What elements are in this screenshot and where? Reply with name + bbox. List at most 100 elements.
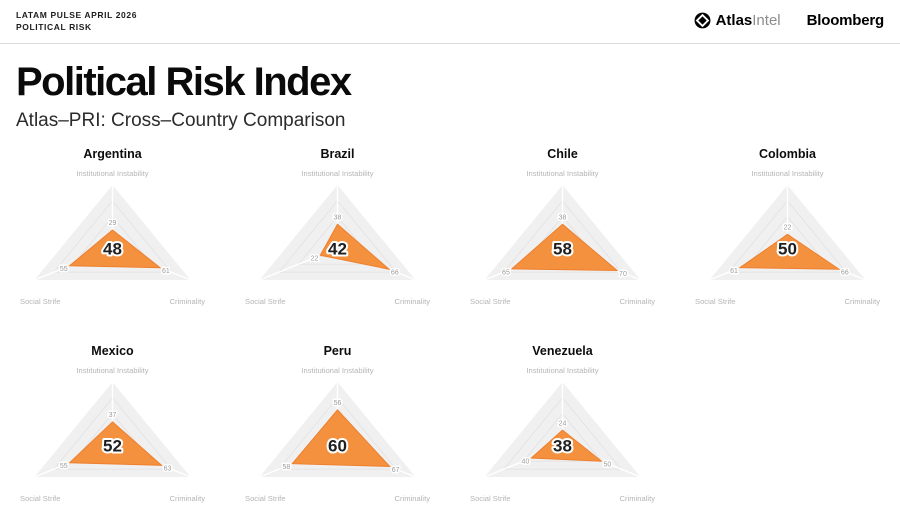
axis-value: 55 [60, 266, 68, 273]
masthead: LATAM PULSE APRIL 2026 POLITICAL RISK At… [0, 0, 900, 44]
page-subtitle: Atlas–PRI: Cross–Country Comparison [16, 110, 346, 131]
radar-gridline [277, 397, 398, 470]
pri-score: 60 [328, 436, 347, 455]
axis-label: Social Strife [20, 494, 61, 503]
radar-gridline [727, 200, 848, 273]
radar-chart: Institutional Instability Criminality Soci… [245, 169, 431, 306]
risk-polygon [68, 229, 162, 269]
radar-chart: Institutional Instability Criminality Soci… [470, 169, 656, 306]
bloomberg-logo: Bloomberg [806, 12, 885, 29]
axis-label: Criminality [620, 494, 656, 503]
axis-value: 61 [162, 268, 170, 275]
country-title: Chile [547, 147, 578, 161]
country-title: Mexico [91, 344, 134, 358]
risk-polygon [68, 421, 163, 466]
pri-score: 38 [553, 436, 572, 455]
axis-label: Institutional Instability [526, 169, 598, 178]
axis-value: 24 [559, 420, 567, 427]
axis-label: Social Strife [470, 494, 511, 503]
country-title: Argentina [83, 147, 142, 161]
axis-label: Social Strife [695, 297, 736, 306]
brand-logos: AtlasIntel Bloomberg [694, 12, 884, 29]
axis-label: Social Strife [245, 297, 286, 306]
risk-polygon [510, 223, 619, 272]
page-title: Political Risk Index [16, 60, 352, 104]
axis-value: 40 [522, 458, 530, 465]
pri-score: 52 [103, 436, 122, 455]
country-title: Brazil [320, 147, 355, 161]
radar-chart: Institutional Instability Criminality Soci… [245, 366, 431, 503]
report-kicker: LATAM PULSE APRIL 2026 POLITICAL RISK [16, 9, 137, 33]
axis-label: Criminality [395, 494, 431, 503]
axis-value: 29 [109, 220, 117, 227]
country-chart-cell: Venezuela Institutional Instability Crimi… [450, 344, 675, 510]
kicker-line1: LATAM PULSE APRIL 2026 [16, 10, 138, 20]
axis-value: 66 [841, 270, 849, 277]
axis-value: 38 [559, 215, 567, 222]
radar-gridline [277, 200, 398, 273]
radar-chart: Institutional Instability Criminality Soci… [470, 366, 656, 503]
radar-chart: Institutional Instability Criminality Soci… [20, 169, 206, 306]
radar-chart: Institutional Instability Criminality Soci… [20, 366, 206, 503]
radar-gridline [502, 397, 623, 470]
axis-value: 70 [619, 271, 627, 278]
atlasintel-icon [694, 12, 711, 29]
pri-score: 48 [103, 239, 122, 258]
risk-polygon [291, 409, 391, 468]
axis-label: Social Strife [20, 297, 61, 306]
charts-grid: Argentina Institutional Instability Crimi… [0, 147, 900, 510]
axis-label: Institutional Instability [76, 169, 148, 178]
axis-label: Criminality [170, 297, 206, 306]
country-chart-cell: Peru Institutional Instability Criminalit… [225, 344, 450, 510]
axis-value: 67 [392, 467, 400, 474]
axis-label: Institutional Instability [301, 366, 373, 375]
country-chart-cell: Brazil Institutional Instability Criminal… [225, 147, 450, 313]
radar-gridline [52, 200, 173, 273]
axis-value: 61 [730, 268, 738, 275]
axis-label: Social Strife [245, 494, 286, 503]
axis-value: 38 [334, 215, 342, 222]
axis-label: Criminality [170, 494, 206, 503]
radar-gridline [297, 215, 378, 265]
country-chart-cell: Mexico Institutional Instability Criminal… [0, 344, 225, 510]
pri-score: 50 [778, 239, 797, 258]
axis-value: 65 [502, 269, 510, 276]
axis-value: 55 [60, 463, 68, 470]
axis-value: 56 [334, 400, 342, 407]
axis-label: Social Strife [470, 297, 511, 306]
axis-label: Criminality [845, 297, 881, 306]
country-title: Peru [323, 344, 352, 358]
pri-score: 42 [328, 239, 347, 258]
axis-label: Institutional Instability [526, 366, 598, 375]
radar-gridline [522, 412, 603, 462]
axis-label: Institutional Instability [301, 169, 373, 178]
radar-chart: Institutional Instability Criminality Soci… [695, 169, 881, 306]
axis-value: 37 [109, 412, 117, 419]
risk-polygon [319, 223, 391, 271]
radar-gridline [52, 397, 173, 470]
pri-score: 58 [553, 239, 572, 258]
radar-gridline [502, 200, 623, 273]
axis-label: Institutional Instability [76, 366, 148, 375]
axis-value: 66 [391, 270, 399, 277]
axis-value: 50 [603, 462, 611, 469]
country-title: Colombia [759, 147, 816, 161]
axis-label: Criminality [620, 297, 656, 306]
axis-value: 63 [164, 466, 172, 473]
atlasintel-wordmark: AtlasIntel [716, 12, 781, 29]
axis-label: Criminality [395, 297, 431, 306]
axis-value: 22 [784, 225, 792, 232]
country-chart-cell: Colombia Institutional Instability Crimin… [675, 147, 900, 313]
brand-atlas: Atlas [715, 12, 753, 29]
brand-intel: Intel [752, 12, 781, 29]
country-chart-cell: Argentina Institutional Instability Crimi… [0, 147, 225, 313]
risk-polygon [530, 429, 604, 462]
country-title: Venezuela [532, 344, 593, 358]
axis-label: Institutional Instability [751, 169, 823, 178]
kicker-line2: POLITICAL RISK [16, 22, 92, 32]
axis-value: 58 [283, 464, 291, 471]
country-chart-cell: Chile Institutional Instability Criminali… [450, 147, 675, 313]
title-block: Political Risk Index Atlas–PRI: Cross–Co… [0, 60, 900, 133]
atlasintel-logo: AtlasIntel [694, 12, 781, 29]
risk-polygon [738, 233, 841, 270]
